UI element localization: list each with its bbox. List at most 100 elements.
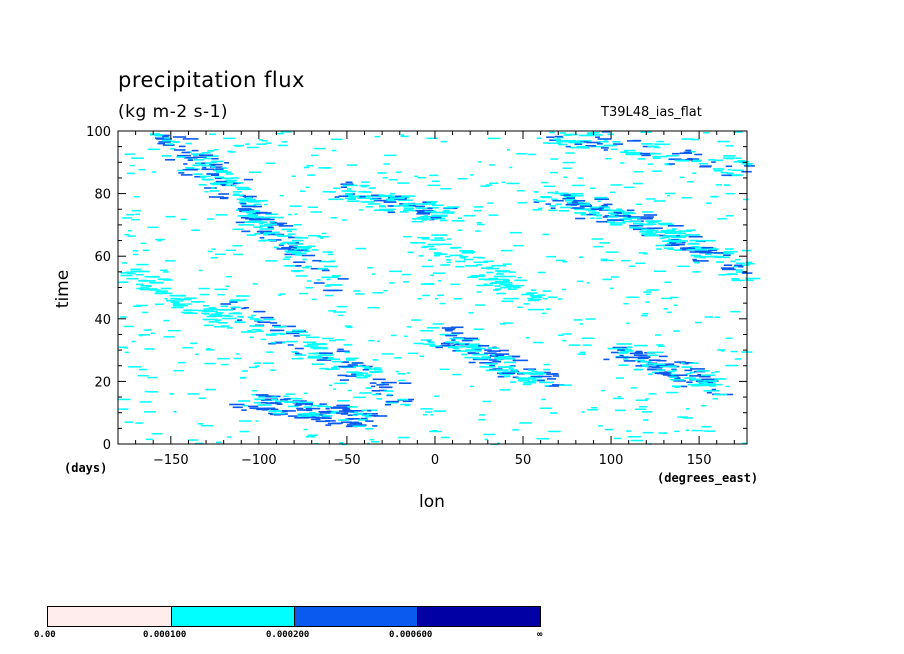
precip-cell [527,380,537,383]
precip-cell [259,228,274,230]
precip-cell [545,203,551,205]
precip-cell [723,184,731,186]
precip-cell [580,213,597,216]
precip-cell [350,190,357,193]
precip-cell [345,181,353,184]
precip-cell [303,406,312,408]
precip-cell [578,134,595,137]
precip-cell [679,152,692,154]
precip-cell [308,234,321,237]
precip-cell [565,204,578,206]
precip-cell [303,250,311,253]
precip-cell [312,259,322,262]
precip-cell [431,215,447,218]
precip-cell [358,190,367,193]
precip-cell [541,312,547,315]
precip-cell [330,407,347,409]
precip-cell [674,249,683,251]
precip-cell [662,374,671,376]
precip-cell [673,380,686,382]
colorbar-label-0: 0.00 [34,630,56,640]
precip-cell [614,437,622,440]
precip-cell [342,184,358,187]
precip-cell [371,441,379,443]
precip-cell [424,210,437,213]
precip-cell [182,346,193,349]
precip-cell [296,246,312,249]
precip-cell [142,249,150,252]
precip-cell [535,372,547,375]
x-tick-label: −150 [153,453,189,468]
precip-cell [686,372,692,375]
precip-cell [330,368,340,370]
precip-cell [558,334,564,336]
precip-cell [240,331,257,333]
precip-cell [468,312,474,314]
precip-cell [476,291,482,293]
precip-cell [585,145,597,147]
precip-cell [725,145,734,147]
precip-cell [172,303,186,305]
precip-cell [249,171,262,173]
colorbar-label-1: 0.000100 [143,630,187,640]
precip-cell [121,217,133,219]
precip-cell [178,294,185,297]
precip-cell [132,250,139,252]
precip-cell [745,261,752,264]
precip-cell [218,322,228,324]
precip-cell [638,252,648,254]
precip-cell [668,225,684,227]
precip-cell [403,209,413,212]
precip-cell [591,145,604,148]
precip-cell [692,258,697,261]
precip-cell [220,303,231,305]
precip-cell [345,375,357,377]
precip-cell [431,202,437,204]
precip-cell [471,347,486,350]
precip-cell [229,403,245,406]
precip-cell [494,270,510,272]
precip-cell [717,140,730,143]
precip-cell [128,230,132,232]
precip-cell [588,210,596,212]
precip-cell [665,231,681,233]
precip-cell [286,332,300,335]
precip-cell [212,182,228,184]
precip-cell [294,248,299,251]
precip-cell [178,172,185,174]
precip-cell [730,260,736,263]
precip-cell [161,139,171,142]
precip-cell [217,357,230,360]
precip-cell [554,192,569,195]
precip-cell [257,321,271,323]
y-axis-unit: (days) [64,461,108,475]
precip-cell [223,137,236,140]
precip-cell [307,355,323,358]
precip-cell [602,208,611,211]
precip-cell [305,287,313,289]
precip-cell [284,401,296,403]
precip-cell [201,152,211,154]
precip-cell [351,362,364,364]
precip-cell [163,336,175,338]
precip-cell [296,407,304,410]
precip-cell [656,344,664,346]
precip-cell [266,351,273,353]
precip-cell [341,361,349,363]
precip-cell [681,138,694,140]
precip-cell [689,375,702,377]
precip-cell [209,163,223,166]
precip-cell [574,143,583,145]
precip-cell [685,149,692,152]
precip-cell [378,208,394,211]
precip-cell [487,350,501,352]
precip-cell [312,414,321,417]
precip-cell [352,414,357,416]
precip-cell [265,260,278,262]
precip-cell [457,229,463,231]
precip-cell [433,215,438,217]
precip-cell [572,184,585,187]
precip-cell [725,248,734,250]
precip-cell [158,141,171,143]
